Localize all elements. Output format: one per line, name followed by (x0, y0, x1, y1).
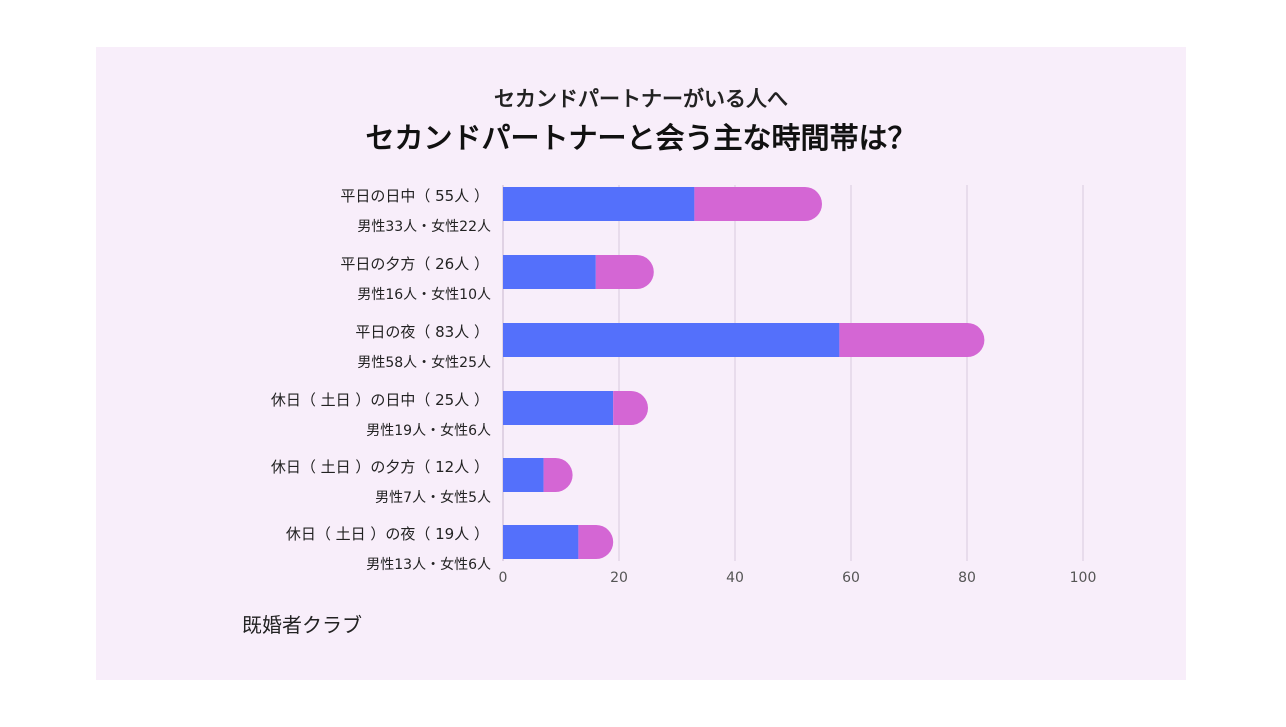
bar-segment (839, 323, 985, 357)
category-detail-label: 男性19人・女性6人 (366, 422, 491, 439)
chart-card: セカンドパートナーがいる人へ セカンドパートナーと会う主な時間帯は？ 0 20 40… (96, 47, 1186, 680)
x-tick-label: 0 (499, 570, 508, 586)
category-label: 休日（ 土日 ）の夜（ 19人 ） (286, 525, 489, 543)
category-label: 平日の日中（ 55人 ） (340, 187, 489, 205)
bar-segment (503, 255, 596, 289)
bar-segment (503, 458, 544, 492)
bar-segment (503, 391, 614, 425)
chart-title: セカンドパートナーと会う主な時間帯は？ (365, 121, 917, 155)
bar-segment (578, 525, 614, 559)
chart-subtitle: セカンドパートナーがいる人へ (494, 86, 788, 111)
bar-segment (503, 323, 840, 357)
x-tick-label: 60 (842, 570, 860, 586)
bar-segment (543, 458, 573, 492)
category-detail-label: 男性33人・女性22人 (357, 218, 491, 235)
category-label: 休日（ 土日 ）の夕方（ 12人 ） (271, 458, 489, 476)
category-label: 平日の夕方（ 26人 ） (340, 255, 489, 273)
x-tick-label: 40 (726, 570, 744, 586)
bar-segment (503, 525, 579, 559)
category-detail-label: 男性58人・女性25人 (357, 354, 491, 371)
bar-segment (694, 187, 822, 221)
source-credit: 既婚者クラブ (242, 613, 362, 637)
x-tick-label: 20 (610, 570, 628, 586)
category-detail-label: 男性13人・女性6人 (366, 556, 491, 573)
category-label: 平日の夜（ 83人 ） (355, 323, 489, 341)
bar-segment (613, 391, 648, 425)
category-label: 休日（ 土日 ）の日中（ 25人 ） (271, 391, 489, 409)
x-tick-label: 80 (958, 570, 976, 586)
category-detail-label: 男性16人・女性10人 (357, 286, 491, 303)
x-tick-label: 100 (1070, 570, 1097, 586)
bar-segment (503, 187, 695, 221)
bar-chart: 0 20 40 60 80 100 平日の日中（ 55人 ） 男性33人・女性22人平日の夕方… (271, 185, 1097, 586)
bar-segment (595, 255, 654, 289)
category-detail-label: 男性7人・女性5人 (375, 489, 491, 506)
